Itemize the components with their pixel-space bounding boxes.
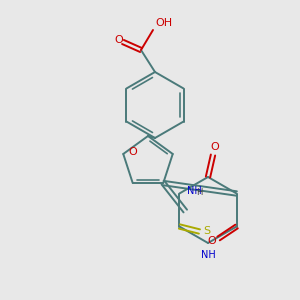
Text: NH: NH	[188, 185, 202, 196]
Text: OH: OH	[155, 18, 172, 28]
Text: H: H	[196, 188, 203, 197]
Text: S: S	[203, 226, 210, 236]
Text: O: O	[211, 142, 219, 152]
Text: O: O	[115, 35, 123, 45]
Text: O: O	[128, 147, 137, 157]
Text: NH: NH	[201, 250, 215, 260]
Text: O: O	[207, 236, 216, 245]
